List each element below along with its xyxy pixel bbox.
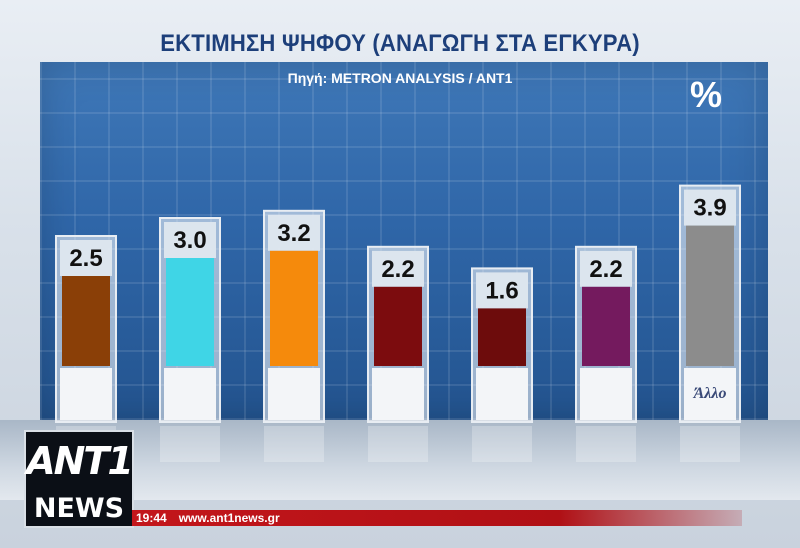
bar	[166, 258, 214, 366]
unit-label: %	[690, 74, 723, 115]
bar	[686, 225, 734, 366]
bar-value-label: 2.2	[381, 256, 414, 283]
news-logo-text: NEWS	[33, 492, 125, 524]
party-logo-box	[580, 368, 632, 420]
bar-value-label: 3.9	[693, 195, 726, 222]
value-label-bg	[164, 222, 216, 258]
bar-value-label: 2.2	[589, 256, 622, 283]
party-logo-box	[372, 368, 424, 420]
value-label-bg	[372, 250, 424, 287]
bar-reflection	[160, 426, 220, 462]
value-label-bg	[60, 240, 112, 276]
ticker-url: www.ant1news.gr	[178, 511, 280, 525]
bar-value-label: 3.2	[277, 220, 310, 247]
bar-value-label: 3.0	[173, 227, 206, 254]
party-logo-box	[268, 368, 320, 420]
ticker-time: 19:44	[136, 511, 167, 525]
bar	[582, 286, 630, 366]
bar	[270, 250, 318, 366]
bar-reflection	[264, 426, 324, 462]
news-logo: NEWS	[24, 490, 134, 528]
bar-reflection	[680, 426, 740, 462]
bar-value-label: 1.6	[485, 277, 518, 304]
other-category-label: Άλλο	[693, 385, 727, 402]
ant1-logo-text: ANT1	[26, 439, 134, 483]
party-logo-box	[476, 368, 528, 420]
value-label-bg	[684, 189, 736, 226]
value-label-bg	[580, 250, 632, 287]
party-logo-box	[164, 368, 216, 420]
chart-subtitle: Πηγή: METRON ANALYSIS / ANT1	[287, 70, 513, 86]
party-logo-box	[60, 368, 112, 420]
bar	[478, 308, 526, 366]
value-label-bg	[268, 214, 320, 251]
ant1-logo: ANT1	[24, 430, 134, 492]
bar	[374, 286, 422, 366]
bar-value-label: 2.5	[69, 245, 102, 272]
chart-title: ΕΚΤΙΜΗΣΗ ΨΗΦΟΥ (ΑΝΑΓΩΓΗ ΣΤΑ ΕΓΚΥΡΑ)	[160, 30, 640, 57]
bar-reflection	[368, 426, 428, 462]
bar	[62, 276, 110, 366]
bar-reflection	[472, 426, 532, 462]
party-logo-box	[684, 368, 736, 420]
value-label-bg	[476, 272, 528, 309]
bar-reflection	[576, 426, 636, 462]
news-ticker: 19:44 www.ant1news.gr	[132, 510, 742, 526]
